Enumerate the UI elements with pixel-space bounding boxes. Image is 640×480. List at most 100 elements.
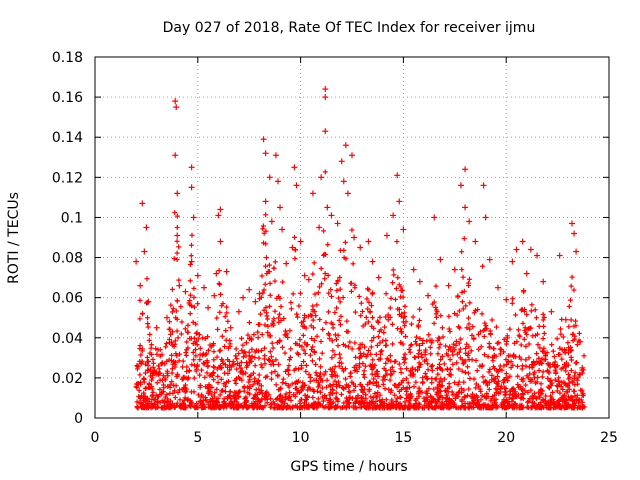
- background-point: [180, 374, 186, 380]
- background-point: [407, 349, 413, 355]
- data-point: [431, 214, 438, 221]
- background-point: [301, 347, 307, 353]
- background-point: [429, 380, 435, 386]
- background-point: [468, 348, 474, 354]
- data-point: [301, 272, 308, 279]
- background-point: [334, 305, 340, 311]
- background-point: [259, 364, 265, 370]
- background-point: [223, 328, 229, 334]
- background-point: [187, 298, 193, 304]
- background-point: [563, 368, 569, 374]
- background-point: [435, 351, 441, 357]
- background-point: [308, 347, 314, 353]
- background-point: [487, 366, 493, 372]
- background-point: [188, 389, 194, 395]
- background-point: [481, 333, 487, 339]
- background-point: [422, 371, 428, 377]
- background-point: [329, 355, 335, 361]
- background-point: [529, 302, 535, 308]
- background-point: [169, 370, 175, 376]
- data-point: [188, 258, 195, 265]
- background-point: [420, 379, 426, 385]
- data-point: [305, 276, 312, 283]
- background-point: [389, 321, 395, 327]
- background-point: [526, 355, 532, 361]
- background-point: [255, 335, 261, 341]
- background-point: [515, 381, 521, 387]
- background-point: [197, 372, 203, 378]
- background-point: [525, 389, 531, 395]
- background-point: [205, 347, 211, 353]
- data-point: [451, 266, 458, 273]
- background-point: [554, 383, 560, 389]
- background-point: [532, 369, 538, 375]
- background-point: [207, 388, 213, 394]
- background-point: [280, 279, 286, 285]
- background-point: [446, 313, 452, 319]
- background-point: [395, 275, 401, 281]
- background-point: [480, 263, 486, 269]
- background-point: [571, 287, 577, 293]
- background-point: [236, 351, 242, 357]
- background-point: [568, 367, 574, 373]
- background-point: [249, 358, 255, 364]
- background-point: [543, 393, 549, 399]
- background-point: [196, 332, 202, 338]
- background-point: [320, 398, 326, 404]
- background-point: [430, 301, 436, 307]
- background-point: [433, 304, 439, 310]
- data-point: [328, 212, 335, 219]
- data-point: [215, 212, 222, 219]
- background-point: [179, 319, 185, 325]
- background-point: [460, 274, 466, 280]
- background-point: [336, 317, 342, 323]
- data-point: [365, 238, 372, 245]
- background-point: [272, 308, 278, 314]
- background-point: [347, 339, 353, 345]
- background-point: [163, 344, 169, 350]
- background-point: [538, 381, 544, 387]
- background-point: [323, 369, 329, 375]
- background-point: [523, 382, 529, 388]
- background-point: [465, 370, 471, 376]
- data-point: [153, 324, 160, 331]
- background-point: [340, 295, 346, 301]
- background-point: [523, 363, 529, 369]
- background-point: [390, 341, 396, 347]
- data-point: [272, 152, 279, 159]
- background-point: [521, 336, 527, 342]
- background-point: [337, 247, 343, 253]
- background-point: [367, 309, 373, 315]
- background-point: [365, 306, 371, 312]
- background-point: [239, 347, 245, 353]
- background-point: [541, 330, 547, 336]
- background-point: [349, 227, 355, 233]
- background-point: [482, 320, 488, 326]
- background-point: [319, 350, 325, 356]
- data-point: [227, 324, 234, 331]
- background-point: [368, 394, 374, 400]
- background-point: [424, 388, 430, 394]
- background-point: [558, 331, 564, 337]
- background-point: [535, 342, 541, 348]
- background-point: [456, 308, 462, 314]
- background-point: [566, 386, 572, 392]
- background-point: [169, 286, 175, 292]
- background-point: [510, 296, 516, 302]
- background-point: [267, 404, 273, 410]
- data-points: [133, 86, 586, 371]
- background-point: [399, 287, 405, 293]
- background-point: [374, 343, 380, 349]
- background-point: [581, 353, 587, 359]
- background-point: [570, 331, 576, 337]
- background-point: [377, 340, 383, 346]
- background-point: [173, 308, 179, 314]
- background-point: [146, 337, 152, 343]
- background-point: [517, 384, 523, 390]
- background-point: [399, 380, 405, 386]
- background-point: [309, 358, 315, 364]
- background-point: [429, 340, 435, 346]
- background-point: [225, 345, 231, 351]
- background-point: [483, 394, 489, 400]
- background-point: [268, 376, 274, 382]
